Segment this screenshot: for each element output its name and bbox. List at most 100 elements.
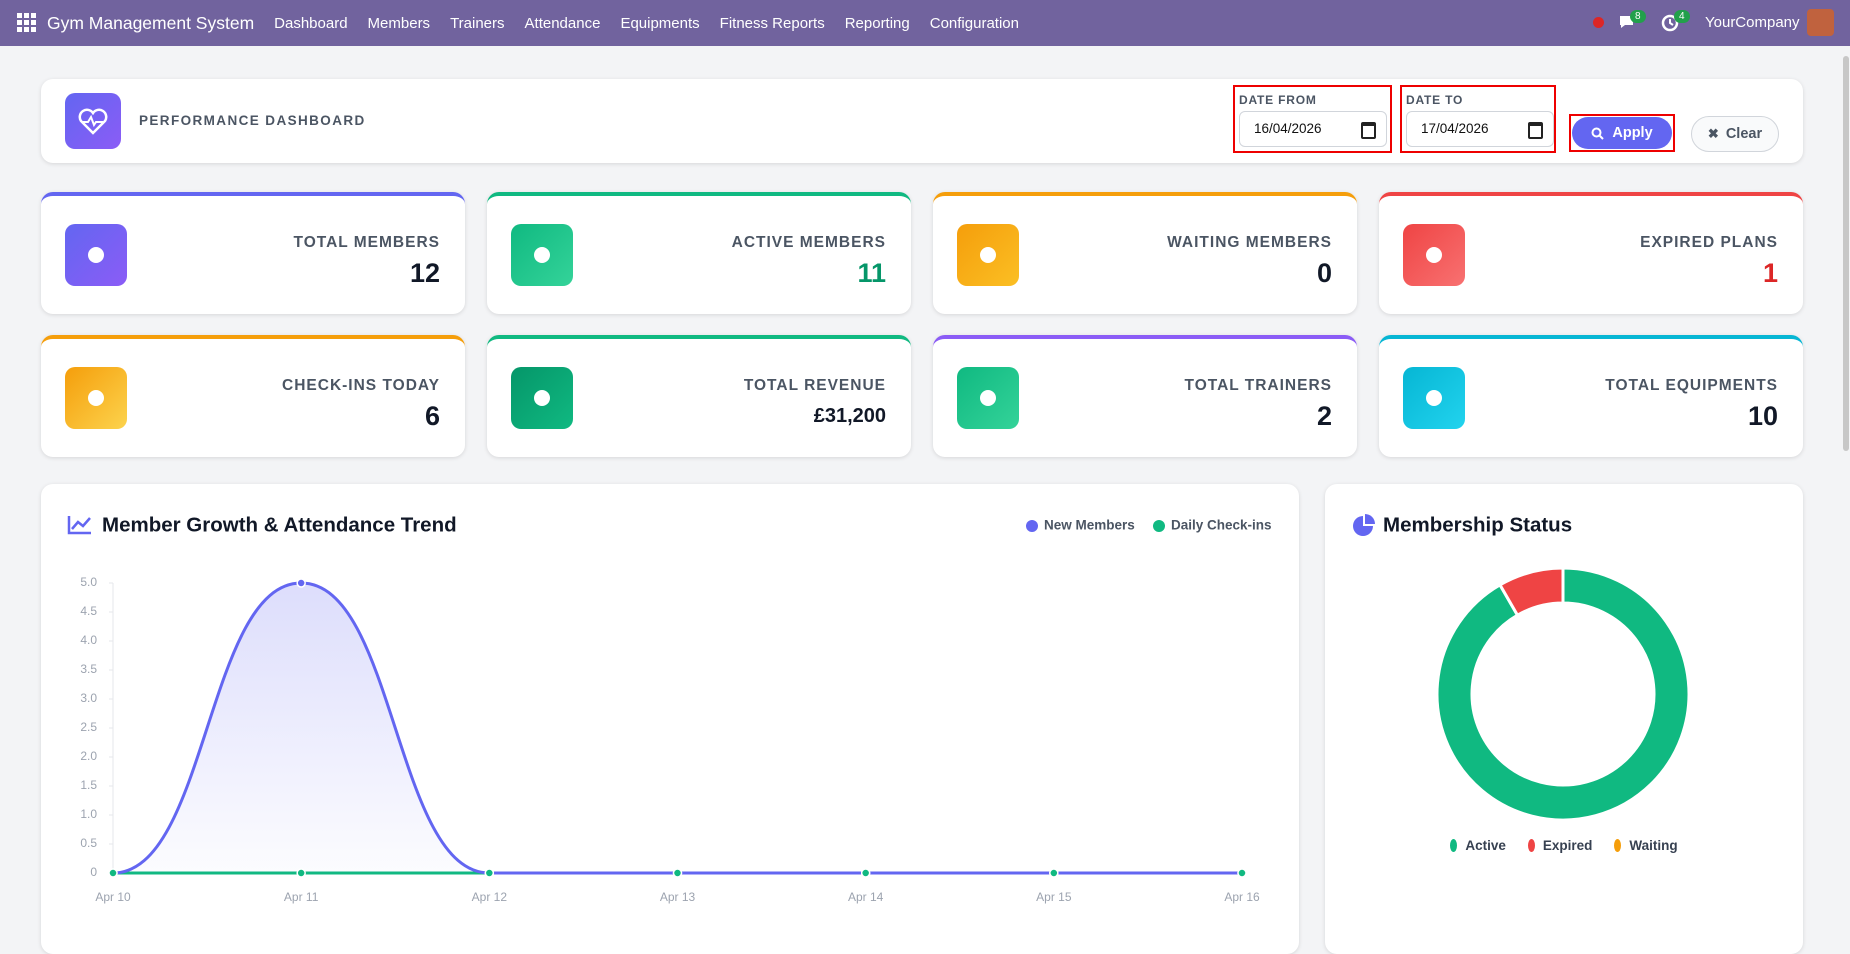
date-to-value: 17/04/2026 (1421, 121, 1489, 136)
menu-item[interactable]: Equipments (620, 14, 700, 32)
clear-button[interactable]: ✖ Clear (1691, 116, 1779, 152)
stat-label: EXPIRED PLANS (1640, 234, 1778, 251)
legend-dot (1450, 839, 1458, 852)
stat-label: TOTAL EQUIPMENTS (1605, 377, 1778, 394)
point (1237, 868, 1247, 878)
legend-item[interactable]: Active (1450, 838, 1506, 853)
calendar-icon (1361, 122, 1376, 139)
date-to-input[interactable]: 17/04/2026 (1406, 111, 1554, 147)
stat-label: TOTAL REVENUE (743, 377, 886, 394)
avatar[interactable] (1807, 9, 1834, 36)
y-tick-label: 2.0 (80, 749, 97, 763)
stat-icon (1403, 224, 1465, 286)
calendar-icon (1528, 122, 1543, 139)
stat-icon (1403, 367, 1465, 429)
status-dot (1593, 17, 1604, 28)
stat-card: ACTIVE MEMBERS 11 (487, 192, 911, 314)
stat-label: WAITING MEMBERS (1167, 234, 1332, 251)
date-to-label: DATE TO (1406, 93, 1464, 107)
x-tick-label: Apr 10 (95, 890, 131, 904)
apps-icon[interactable] (17, 13, 37, 33)
stat-card: TOTAL REVENUE £31,200 (487, 335, 911, 457)
stat-value: 11 (857, 258, 886, 288)
x-tick-label: Apr 13 (660, 890, 696, 904)
stat-card: CHECK-INS TODAY 6 (41, 335, 465, 457)
line (112, 581, 1242, 875)
menu-item[interactable]: Members (367, 14, 431, 32)
date-from: DATE FROM 16/04/2026 (1233, 85, 1392, 153)
trend-icon (67, 516, 91, 535)
menu-item[interactable]: Trainers (450, 14, 505, 32)
point (484, 868, 495, 878)
legend-dot (1153, 520, 1165, 532)
stat-icon (957, 367, 1019, 429)
header-card: PERFORMANCE DASHBOARD DATE FROM 16/04/20… (41, 79, 1803, 163)
menu: Dashboard Members Trainers Attendance Equipm… (274, 15, 1019, 32)
stat-value: 6 (424, 401, 440, 431)
chart-title: Membership Status (1383, 513, 1572, 536)
stat-card: TOTAL MEMBERS 12 (41, 192, 465, 314)
line-chart: Member Growth & Attendance Trend 0 0.5 1.0… (67, 513, 1272, 904)
status-card: Membership Status Active Expired Waiting (1325, 484, 1803, 954)
messages-icon[interactable] (1617, 12, 1639, 34)
stat-icon (511, 367, 573, 429)
legend-label: Active (1465, 838, 1506, 853)
y-tick-label: 5.0 (80, 575, 97, 589)
point (108, 868, 118, 878)
legend-dot (1026, 520, 1038, 532)
company[interactable]: YourCompany (1705, 14, 1800, 31)
stat-value: 12 (409, 258, 440, 288)
date-from-value: 16/04/2026 (1254, 121, 1322, 136)
menu-item[interactable]: Reporting (844, 14, 910, 32)
menu-item[interactable]: Fitness Reports (719, 14, 825, 32)
stat-icon (65, 224, 127, 286)
y-tick-label: 1.0 (80, 807, 97, 821)
stat-label: TOTAL TRAINERS (1184, 377, 1332, 394)
menu-item[interactable]: Dashboard (274, 14, 348, 32)
y-tick-label: 3.5 (80, 662, 97, 676)
stat-label: TOTAL MEMBERS (293, 234, 440, 251)
stat-label: CHECK-INS TODAY (282, 377, 440, 394)
apply-button[interactable]: Apply (1572, 117, 1672, 149)
legend-label[interactable]: New Members (1044, 518, 1135, 533)
stat-card: TOTAL TRAINERS 2 (933, 335, 1357, 457)
app-title[interactable]: Gym Management System (47, 12, 255, 33)
stat-value: 0 (1316, 258, 1332, 288)
menu-item[interactable]: Configuration (929, 14, 1019, 32)
legend-dot (1614, 839, 1622, 852)
y-tick-label: 1.5 (80, 778, 97, 792)
x-tick-label: Apr 12 (472, 890, 508, 904)
x-tick-label: Apr 14 (848, 890, 884, 904)
legend-item[interactable]: Expired (1527, 838, 1592, 853)
menu-item[interactable]: Attendance (524, 14, 601, 32)
pie-slice (1435, 566, 1691, 822)
stat-value: 2 (1316, 401, 1332, 431)
legend-dot (1527, 839, 1535, 852)
stat-card: TOTAL EQUIPMENTS 10 (1379, 335, 1803, 457)
chart-title: Member Growth & Attendance Trend (102, 513, 457, 536)
trend-card: Member Growth & Attendance Trend 0 0.5 1.0… (41, 484, 1299, 954)
stat-value: £31,200 (813, 405, 886, 427)
stat-icon (511, 224, 573, 286)
activities-icon[interactable] (1660, 12, 1682, 34)
y-tick-label: 4.0 (80, 633, 97, 647)
y-tick-label: 2.5 (80, 720, 97, 734)
apply-label: Apply (1612, 125, 1653, 141)
pie-chart: Membership Status (1353, 513, 1691, 822)
stat-icon (65, 367, 127, 429)
stat-label: ACTIVE MEMBERS (731, 234, 886, 251)
y-tick-label: 0 (90, 865, 97, 879)
date-to: DATE TO 17/04/2026 (1400, 85, 1556, 153)
point (672, 868, 683, 878)
date-from-input[interactable]: 16/04/2026 (1239, 111, 1387, 147)
date-from-label: DATE FROM (1239, 93, 1317, 107)
point (860, 868, 871, 878)
stat-value: 10 (1747, 401, 1778, 431)
legend-label[interactable]: Daily Check-ins (1171, 518, 1272, 533)
stat-icon (957, 224, 1019, 286)
area (113, 583, 1242, 873)
x-tick-label: Apr 16 (1224, 890, 1260, 904)
messages-badge: 8 (1630, 10, 1646, 23)
legend-item[interactable]: Waiting (1614, 838, 1678, 853)
x-tick-label: Apr 15 (1036, 890, 1072, 904)
